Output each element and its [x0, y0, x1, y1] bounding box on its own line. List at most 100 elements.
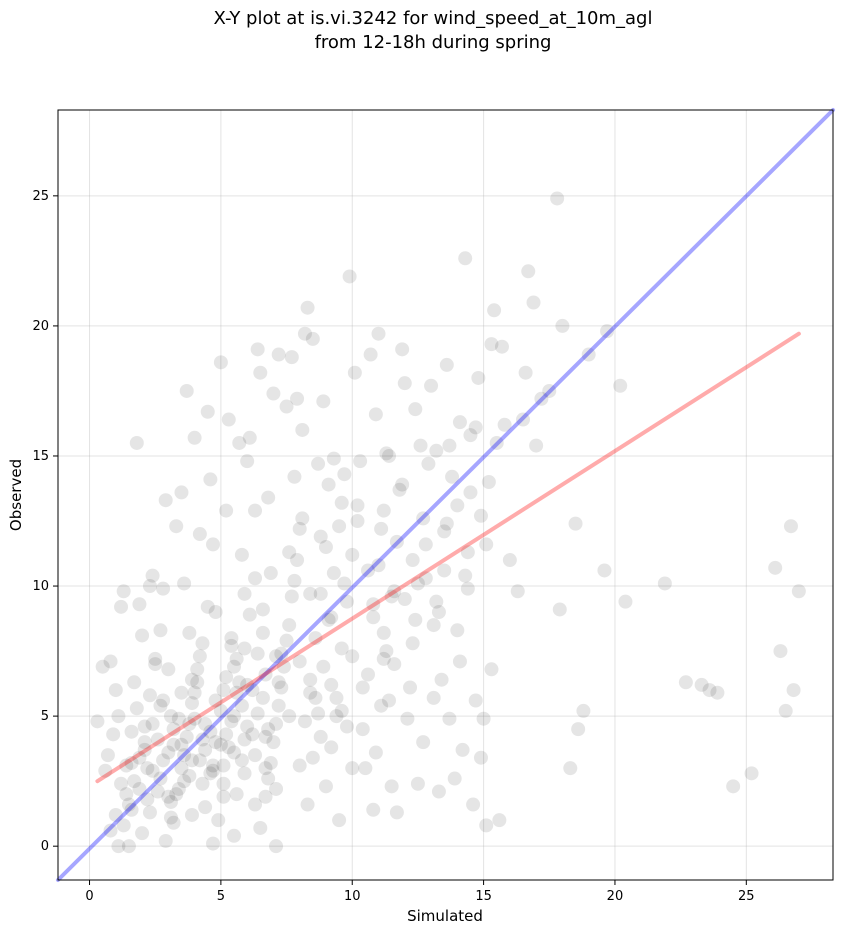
data-point-0-364 [429, 594, 444, 609]
y-axis-ticks: 0 5 10 15 20 25 [32, 189, 58, 854]
data-point-0-361 [397, 592, 412, 607]
data-point-0-144 [502, 553, 517, 568]
data-point-0-351 [292, 654, 307, 669]
data-point-0-40 [213, 355, 228, 370]
data-point-0-274 [332, 519, 347, 534]
data-point-0-348 [261, 722, 276, 737]
data-point-0-132 [468, 693, 483, 708]
data-point-0-338 [156, 753, 171, 768]
data-point-0-251 [211, 813, 226, 828]
data-point-0-258 [248, 571, 263, 586]
data-point-0-332 [258, 761, 273, 776]
data-point-0-346 [240, 677, 255, 692]
data-point-0-292 [458, 568, 473, 583]
data-point-0-282 [400, 711, 415, 726]
data-point-0-310 [163, 709, 178, 724]
data-point-0-61 [271, 347, 286, 362]
data-point-0-142 [494, 339, 509, 354]
data-point-0-311 [174, 685, 189, 700]
data-point-0-96 [368, 407, 383, 422]
data-point-0-35 [198, 716, 213, 731]
data-point-0-230 [376, 503, 391, 518]
data-point-0-349 [271, 675, 286, 690]
data-point-0-233 [116, 818, 131, 833]
data-point-0-362 [408, 612, 423, 627]
data-point-0-235 [127, 774, 142, 789]
data-point-0-79 [321, 477, 336, 492]
data-point-0-316 [227, 659, 242, 674]
data-point-0-256 [237, 641, 252, 656]
data-point-0-113 [416, 735, 431, 750]
data-point-0-357 [355, 680, 370, 695]
data-point-0-219 [318, 540, 333, 555]
data-point-0-73 [305, 331, 320, 346]
data-point-0-344 [219, 727, 234, 742]
data-point-0-191 [171, 781, 186, 796]
data-point-0-264 [279, 633, 294, 648]
data-point-0-352 [303, 685, 318, 700]
data-point-0-112 [413, 438, 428, 453]
data-point-0-279 [384, 589, 399, 604]
data-point-0-356 [345, 649, 360, 664]
data-point-0-226 [355, 722, 370, 737]
data-point-0-172 [768, 560, 783, 575]
data-point-0-193 [182, 716, 197, 731]
x-tick-label-4: 20 [607, 889, 624, 904]
data-point-0-215 [297, 714, 312, 729]
data-point-0-109 [405, 553, 420, 568]
data-point-0-90 [350, 514, 365, 529]
data-point-0-21 [153, 698, 168, 713]
data-point-0-319 [258, 667, 273, 682]
data-point-0-18 [142, 579, 157, 594]
data-point-0-295 [473, 508, 488, 523]
data-point-0-236 [132, 750, 147, 765]
x-tick-label-3: 15 [475, 889, 492, 904]
data-point-0-232 [111, 839, 126, 854]
data-point-0-17 [137, 742, 152, 757]
data-point-0-224 [345, 547, 360, 562]
data-point-0-81 [326, 451, 341, 466]
data-point-0-1 [95, 659, 110, 674]
data-point-0-359 [376, 625, 391, 640]
data-point-0-157 [568, 516, 583, 531]
data-point-0-286 [421, 456, 436, 471]
data-point-0-188 [156, 693, 171, 708]
data-point-0-202 [229, 787, 244, 802]
data-point-0-36 [200, 404, 215, 419]
data-point-0-59 [266, 386, 281, 401]
data-point-0-300 [161, 745, 176, 760]
identity-line [56, 108, 835, 882]
data-point-0-110 [408, 402, 423, 417]
data-point-0-280 [389, 534, 404, 549]
data-point-0-77 [316, 394, 331, 409]
data-point-0-57 [261, 490, 276, 505]
data-point-0-58 [263, 566, 278, 581]
x-axis-label: Simulated [407, 907, 483, 925]
data-point-0-213 [287, 573, 302, 588]
data-point-0-306 [224, 714, 239, 729]
data-point-0-14 [129, 435, 144, 450]
x-tick-label-2: 10 [344, 889, 361, 904]
data-point-0-19 [145, 568, 160, 583]
data-point-0-248 [195, 636, 210, 651]
data-point-0-313 [195, 776, 210, 791]
data-point-0-284 [410, 576, 425, 591]
data-point-0-133 [471, 370, 486, 385]
data-point-0-221 [329, 690, 344, 705]
data-point-0-159 [576, 703, 591, 718]
data-point-0-276 [368, 745, 383, 760]
data-point-0-47 [232, 435, 247, 450]
data-point-0-327 [206, 763, 220, 778]
data-point-0-9 [116, 584, 131, 599]
data-point-0-89 [347, 365, 362, 380]
data-point-0-68 [292, 521, 307, 536]
data-point-0-154 [552, 602, 567, 617]
data-point-0-244 [174, 761, 189, 776]
data-point-0-34 [192, 527, 207, 542]
data-point-0-289 [437, 524, 452, 539]
data-point-0-102 [384, 779, 399, 794]
data-point-0-138 [484, 662, 499, 677]
grid-lines [58, 110, 833, 880]
data-point-0-336 [137, 735, 152, 750]
